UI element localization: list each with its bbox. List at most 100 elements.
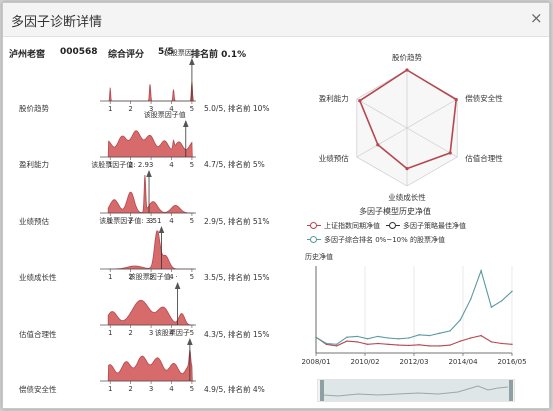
history-point-top: [408, 337, 410, 339]
history-point-top: [366, 338, 369, 340]
history-line-chart: 2008/01 2010/02 2012/03 2014/04 2016/05: [301, 266, 527, 366]
dist-tick-label: 4: [169, 385, 174, 393]
legend-index[interactable]: 上证指数同期净值: [324, 222, 380, 230]
factor-tooltip-solvency: 该股票因子: [155, 328, 190, 337]
radar-point[interactable]: [448, 151, 452, 155]
history-point-index: [366, 343, 369, 345]
overall-rank: 排名前 0.1%: [191, 50, 247, 60]
history-x-tick-label: 2010/02: [350, 358, 379, 366]
radar-axis-label: 业绩成长性: [388, 192, 426, 202]
radar-point[interactable]: [405, 68, 409, 72]
dist-tick-label: 3: [149, 273, 153, 281]
history-point-index: [428, 345, 431, 347]
history-point-top: [335, 343, 338, 345]
marker-arrow-estimate: [146, 170, 152, 177]
dist-tick-label: 5: [190, 385, 194, 393]
history-x-tick-label: 2012/03: [399, 358, 428, 366]
radar-axis-label: 盈利能力: [319, 93, 349, 103]
dist-tick-label: 5: [190, 273, 194, 281]
history-x-tick-label: 2014/04: [448, 358, 478, 366]
radar-point[interactable]: [358, 99, 362, 103]
history-point-top: [459, 319, 462, 321]
radar-spoke: [356, 98, 408, 129]
history-point-top: [490, 306, 493, 308]
marker-arrow-valuation: [174, 282, 181, 289]
history-point-index: [418, 344, 420, 346]
history-point-top: [428, 334, 431, 337]
distribution-area-profit: [107, 130, 194, 158]
radar-point[interactable]: [405, 167, 409, 171]
history-point-top: [418, 334, 420, 336]
dist-tick-label: 1: [108, 217, 112, 225]
factor-tooltip-trend: 该股票因: [164, 48, 192, 57]
zoom-handle-right[interactable]: [509, 380, 513, 401]
factor-tooltip-growth: 该股票因子值: 3.51: [99, 216, 161, 225]
history-point-index: [501, 342, 503, 345]
dist-tick-label: 1: [108, 161, 112, 169]
history-point-index: [470, 337, 472, 339]
dist-tick-label: 3: [149, 385, 153, 393]
dialog-header: 多因子诊断详情 ×: [3, 3, 549, 37]
history-point-top: [356, 335, 358, 338]
marker-arrow-growth: [158, 226, 165, 233]
dist-tick-label: 5: [190, 217, 194, 225]
factor-label-trend: 股价趋势: [19, 104, 49, 113]
legend-marker-top[interactable]: [310, 236, 317, 243]
dist-tick-label: 2: [128, 385, 132, 393]
radar-spoke: [356, 127, 408, 158]
close-icon[interactable]: ×: [530, 9, 543, 27]
dist-tick-label: 2: [128, 105, 132, 113]
legend-marker-best[interactable]: [389, 222, 396, 229]
dist-tick-label: 4: [169, 161, 174, 169]
factor-score-trend: 5.0/5, 排名前 10%: [204, 104, 270, 113]
overall-score: 5/5: [158, 47, 174, 57]
legend-top[interactable]: 多因子综合排名 0%~10% 的股票净值: [324, 236, 445, 244]
dist-tick-label: 4: [169, 105, 174, 113]
dist-tick-label: 2: [128, 273, 132, 281]
zoom-slider-range[interactable]: [322, 380, 512, 401]
factor-label-growth: 业绩成长性: [19, 273, 57, 282]
overall-score-label: 综合评分: [108, 50, 145, 60]
factor-score-valuation: 4.3/5, 排名前 15%: [204, 330, 270, 339]
history-point-top: [439, 332, 441, 334]
history-x-tick-label: 2016/05: [497, 358, 526, 366]
dist-tick-label: 5: [190, 161, 194, 169]
history-point-top: [325, 342, 327, 345]
dist-tick-label: 3: [149, 105, 153, 113]
legend-marker-index[interactable]: [310, 222, 317, 229]
zoom-slider[interactable]: [317, 379, 515, 402]
history-point-index: [480, 334, 482, 337]
history-x-tick-label: 2008/01: [301, 358, 330, 366]
dist-tick-label: 2: [128, 329, 132, 337]
dist-tick-label: 4: [169, 273, 174, 281]
marker-arrow-trend: [189, 58, 195, 65]
dist-tick-label: 3: [149, 329, 153, 337]
radar-spoke: [406, 98, 458, 129]
factor-score-solvency: 4.9/5, 排名前 4%: [204, 385, 265, 394]
history-point-index: [459, 340, 462, 342]
radar-point[interactable]: [454, 97, 458, 102]
history-point-index: [346, 340, 348, 342]
factor-label-estimate: 业绩预估: [19, 217, 49, 226]
zoom-handle-left[interactable]: [320, 380, 324, 401]
factor-label-profit: 盈利能力: [19, 160, 49, 169]
stock-name: 泸州老窖: [9, 50, 46, 60]
legend-best[interactable]: 多因子策略最佳净值: [403, 222, 466, 230]
history-point-index: [397, 344, 400, 346]
zoom-slider-preview: [323, 385, 509, 397]
history-point-index: [490, 341, 493, 343]
history-point-top: [449, 330, 451, 332]
radar-point[interactable]: [376, 143, 380, 147]
history-point-top: [397, 338, 400, 340]
history-point-index: [408, 344, 410, 347]
history-point-index: [377, 342, 379, 345]
history-point-top: [511, 290, 513, 292]
radar-axis-label: 业绩预估: [319, 153, 349, 163]
factor-tooltip-estimate: 该股票因子值: 2.9: [91, 160, 149, 169]
history-ylabel: 历史净值: [305, 253, 333, 261]
history-point-top: [377, 335, 379, 338]
factor-tooltip-profit: 该股票因子值: [144, 110, 186, 119]
history-point-index: [387, 343, 389, 345]
